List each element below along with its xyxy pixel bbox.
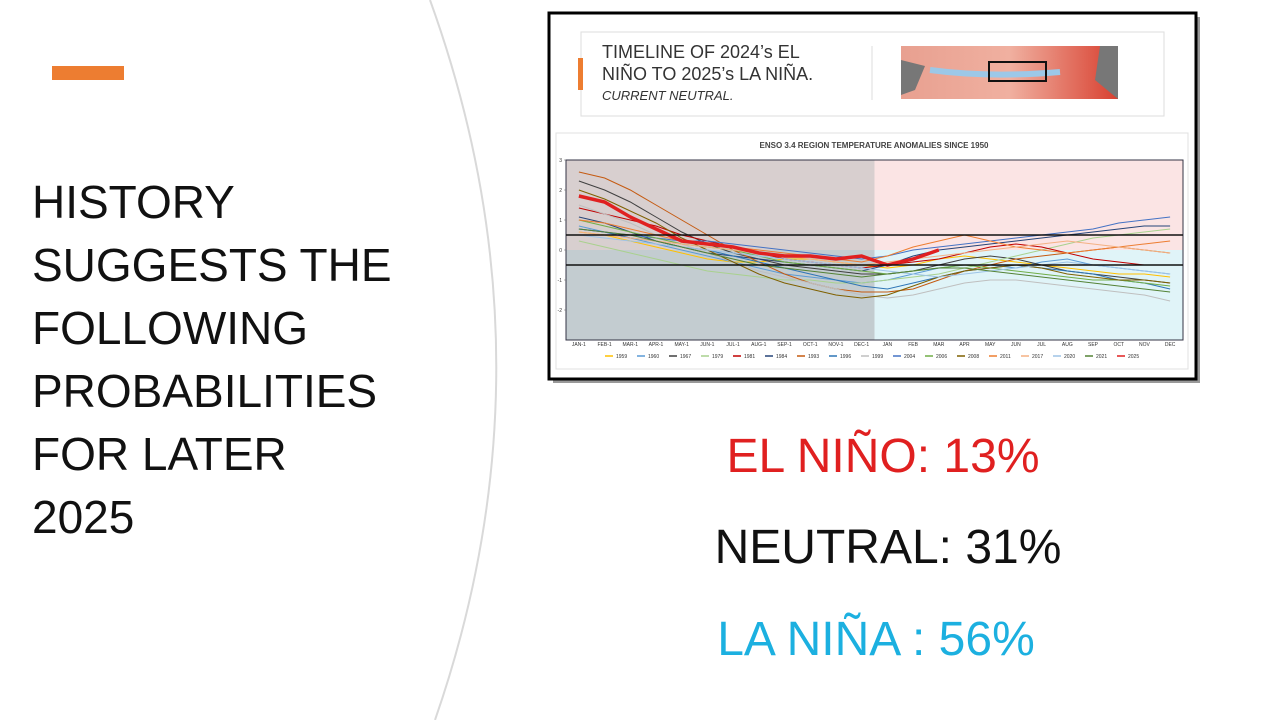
legend-label: 1984 (776, 354, 787, 360)
x-tick-label: APR-1 (649, 342, 664, 348)
probability: NEUTRAL: 31% (715, 521, 1062, 574)
legend-label: 2020 (1064, 354, 1075, 360)
x-tick-label: APR (959, 342, 970, 348)
legend-label: 1959 (616, 354, 627, 360)
y-tick-label: 3 (559, 158, 562, 164)
x-tick-label: OCT-1 (803, 342, 818, 348)
legend-label: 1979 (712, 354, 723, 360)
plot: -2 -1 0 1 2 3 JAN-1 FEB-1 MAR-1 APR-1 MAY-1 JUN-1 JU… (558, 158, 1184, 360)
title-line: FOR LATER (32, 428, 287, 480)
title-line: HISTORY (32, 176, 235, 228)
region-past-cool (566, 250, 875, 340)
series-line (578, 207, 1171, 269)
x-tick-label: AUG-1 (751, 342, 767, 348)
legend-label: 2004 (904, 354, 915, 360)
x-tick-label: AUG (1062, 342, 1073, 348)
divider-arc (429, 0, 498, 720)
x-tick-label: MAY-1 (674, 342, 689, 348)
sst-map-box (988, 61, 1047, 82)
legend-label: 2008 (968, 354, 979, 360)
legend-label: 2006 (936, 354, 947, 360)
x-tick-label: JAN (883, 342, 893, 348)
y-tick-label: 1 (559, 218, 562, 224)
x-tick-label: JUN-1 (700, 342, 714, 348)
legend-label: 1960 (648, 354, 659, 360)
series-line (578, 228, 1171, 293)
x-tick-label: FEB (908, 342, 918, 348)
x-tick-label: MAY (985, 342, 996, 348)
probability: LA NIÑA : 56% (717, 612, 1035, 666)
legend-label: 1999 (872, 354, 883, 360)
series-line (578, 228, 1171, 284)
header-accent (578, 58, 583, 90)
title-line: FOLLOWING (32, 302, 308, 354)
x-tick-label: JUN (1011, 342, 1021, 348)
x-tick-label: JUL (1037, 342, 1046, 348)
legend-label: 1981 (744, 354, 755, 360)
legend-label: 1993 (808, 354, 819, 360)
x-tick-label: SEP-1 (777, 342, 792, 348)
title-line: 2025 (32, 491, 134, 543)
chart-title: ENSO 3.4 REGION TEMPERATURE ANOMALIES SI… (760, 141, 989, 150)
x-tick-label: FEB-1 (597, 342, 611, 348)
slide-title: HISTORY SUGGESTS THE FOLLOWING PROBABILITIE… (32, 176, 392, 543)
header-text: TIMELINE OF 2024’s EL (602, 42, 800, 62)
x-tick-label: DEC-1 (854, 342, 869, 348)
x-tick-label: MAR (933, 342, 945, 348)
x-tick-label: MAR-1 (622, 342, 638, 348)
legend-label: 1996 (840, 354, 851, 360)
y-tick-label: -2 (558, 308, 563, 314)
series-line (578, 231, 1171, 266)
title-line: SUGGESTS THE (32, 239, 392, 291)
y-tick-label: 0 (559, 248, 562, 254)
x-tick-label: SEP (1088, 342, 1099, 348)
x-tick-label: DEC (1165, 342, 1176, 348)
x-tick-label: NOV (1139, 342, 1151, 348)
header-text: NIÑO TO 2025’s LA NIÑA. (602, 63, 813, 84)
x-tick-label: JUL-1 (726, 342, 740, 348)
legend-label: 2017 (1032, 354, 1043, 360)
y-tick-label: -1 (558, 278, 563, 284)
legend-label: 2011 (1000, 354, 1011, 360)
title-line: PROBABILITIES (32, 365, 377, 417)
x-tick-label: NOV-1 (828, 342, 843, 348)
header-note: CURRENT NEUTRAL. (602, 88, 733, 103)
y-tick-label: 2 (559, 188, 562, 194)
x-tick-label: OCT (1113, 342, 1124, 348)
accent-bar (52, 66, 124, 80)
legend-label: 2021 (1096, 354, 1107, 360)
legend-label: 2025 (1128, 354, 1139, 360)
series-line (578, 194, 940, 267)
probability: EL NIÑO: 13% (726, 429, 1039, 483)
legend-label: 1967 (680, 354, 691, 360)
sst-map-cold (929, 67, 1061, 78)
x-tick-label: JAN-1 (572, 342, 586, 348)
